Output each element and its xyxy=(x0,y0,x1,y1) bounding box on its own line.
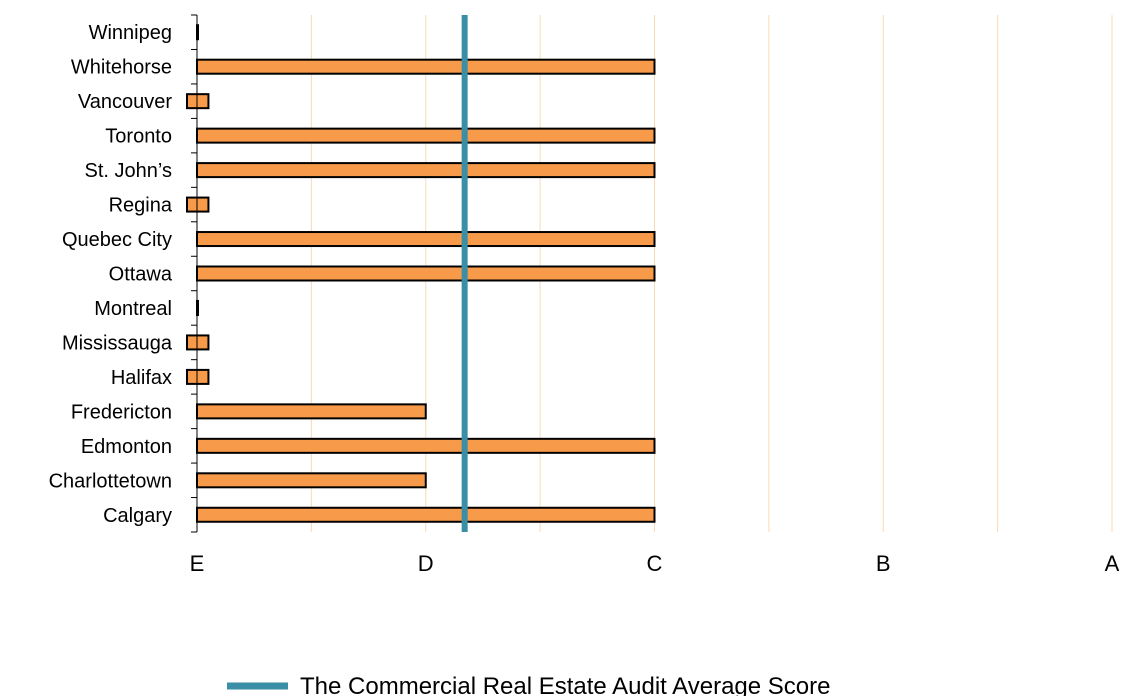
legend-label: The Commercial Real Estate Audit Average… xyxy=(300,673,830,696)
category-label: St. John’s xyxy=(85,160,172,182)
category-label: Quebec City xyxy=(62,229,172,251)
category-label: Vancouver xyxy=(78,91,172,113)
bar xyxy=(196,265,656,282)
bar xyxy=(196,437,656,454)
bar xyxy=(196,231,656,248)
category-label: Winnipeg xyxy=(89,22,172,44)
bar xyxy=(196,58,656,75)
y-axis xyxy=(191,14,198,533)
x-tick-label: C xyxy=(647,551,663,576)
category-label: Montreal xyxy=(94,298,172,320)
category-label: Calgary xyxy=(103,505,172,527)
category-label: Regina xyxy=(109,195,173,217)
bar xyxy=(196,403,427,420)
category-label: Halifax xyxy=(111,367,172,389)
category-label: Charlottetown xyxy=(49,470,172,492)
bar xyxy=(196,162,656,179)
bar xyxy=(186,368,210,385)
bars xyxy=(186,24,656,523)
category-label: Edmonton xyxy=(81,436,172,458)
category-label: Whitehorse xyxy=(71,57,172,79)
bar xyxy=(186,196,210,213)
bar xyxy=(196,127,656,144)
bar xyxy=(196,506,656,523)
category-label: Ottawa xyxy=(109,264,173,286)
x-tick-label: E xyxy=(190,551,205,576)
bar xyxy=(186,93,210,110)
category-label: Toronto xyxy=(105,126,172,148)
bar xyxy=(196,472,427,489)
x-tick-label: A xyxy=(1105,551,1120,576)
category-label: Mississauga xyxy=(62,332,173,354)
category-label: Fredericton xyxy=(71,401,172,423)
x-tick-label: B xyxy=(876,551,891,576)
category-labels: Winnipeg Whitehorse Vancouver Toronto St. Jo… xyxy=(49,22,173,527)
legend: The Commercial Real Estate Audit Average… xyxy=(227,673,830,696)
x-tick-label: D xyxy=(418,551,434,576)
bar xyxy=(186,334,210,351)
